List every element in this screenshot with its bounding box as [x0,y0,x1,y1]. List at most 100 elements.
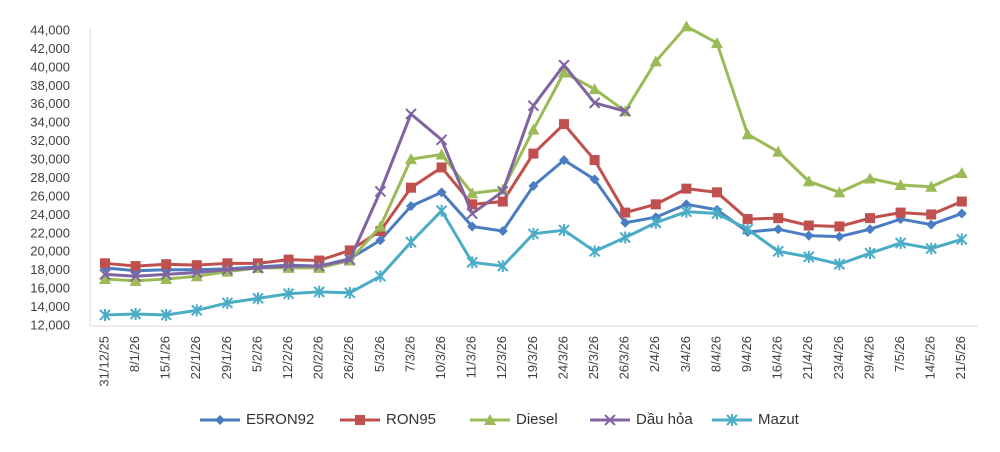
x-tick-label: 12/2/26 [280,336,295,379]
x-tick-label: 23/4/26 [831,336,846,379]
marker [649,55,662,67]
y-tick-label: 40,000 [30,59,70,74]
y-tick-label: 18,000 [30,262,70,277]
marker [742,214,753,225]
marker [129,270,142,282]
marker [926,209,937,220]
x-tick-label: 29/1/26 [219,336,234,379]
marker [466,187,479,199]
marker [833,186,846,198]
y-tick-label: 38,000 [30,78,70,93]
x-tick-label: 24/3/26 [555,336,570,379]
marker [864,247,876,260]
x-tick-label: 20/2/26 [311,336,326,379]
marker [559,155,569,166]
marker [528,148,539,159]
x-tick-label: 29/4/26 [861,336,876,379]
marker [374,185,387,198]
y-tick-label: 30,000 [30,152,70,167]
marker [620,207,631,218]
x-tick-label: 19/3/26 [525,336,540,379]
x-tick-label: 31/12/25 [96,336,111,387]
marker [773,213,784,224]
marker [589,155,600,166]
x-tick-label: 3/4/26 [678,336,693,372]
x-tick-label: 8/1/26 [127,336,142,372]
marker [681,199,692,210]
marker [956,208,967,219]
marker [802,175,815,187]
legend-label: Dầu hỏa [636,411,693,428]
marker [466,207,478,220]
legend-label: Mazut [758,411,800,428]
marker [435,148,448,160]
marker [619,105,631,117]
legend-label: RON95 [386,411,436,428]
marker [129,274,142,286]
x-tick-label: 5/3/26 [372,336,387,372]
marker [161,259,172,270]
legend-marker [726,414,738,426]
marker [191,266,203,279]
marker [956,196,967,207]
marker [160,268,172,281]
series-line [104,62,626,278]
legend-label: E5RON92 [246,411,314,428]
x-tick-label: 25/3/26 [586,336,601,379]
y-tick-label: 32,000 [30,133,70,148]
marker [313,260,325,272]
marker [467,199,478,210]
marker [528,180,539,191]
marker [282,287,295,300]
x-tick-label: 7/3/26 [402,336,417,372]
marker [650,216,662,229]
marker [190,270,203,282]
x-tick-label: 8/4/26 [708,336,723,372]
x-tick-label: 12/3/26 [494,336,509,379]
marker [405,108,417,120]
marker [405,236,417,249]
marker [803,230,814,241]
marker [588,245,601,258]
marker [681,183,692,194]
x-tick-label: 16/4/26 [770,336,785,379]
marker [344,245,355,256]
y-tick-label: 34,000 [30,115,70,130]
marker [99,268,111,281]
marker [772,145,785,157]
marker [160,272,173,284]
marker [160,308,172,321]
marker [772,245,784,258]
y-tick-label: 36,000 [30,96,70,111]
y-tick-label: 12,000 [30,317,70,332]
x-tick-label: 15/1/26 [158,336,173,379]
legend-marker [604,414,616,426]
marker [435,134,448,146]
x-tick-label: 5/2/26 [249,336,264,372]
marker [834,221,845,232]
marker [558,59,570,71]
y-tick-label: 26,000 [30,188,70,203]
marker [344,286,356,299]
y-tick-label: 14,000 [30,299,70,314]
marker [558,66,570,78]
marker [925,180,938,192]
marker [406,201,416,212]
marker [497,196,508,207]
marker [895,207,906,218]
y-tick-label: 22,000 [30,225,70,240]
marker [100,258,110,269]
marker [894,178,907,190]
marker [711,36,723,48]
marker [99,308,111,321]
marker [865,213,875,224]
marker [374,220,387,232]
marker [406,182,416,193]
marker [558,224,570,237]
legend-marker [355,415,365,425]
marker [834,231,845,242]
x-tick-label: 21/4/26 [800,336,815,379]
marker [773,224,784,235]
x-tick-label: 21/5/26 [953,336,968,379]
x-tick-label: 26/3/26 [617,336,632,379]
